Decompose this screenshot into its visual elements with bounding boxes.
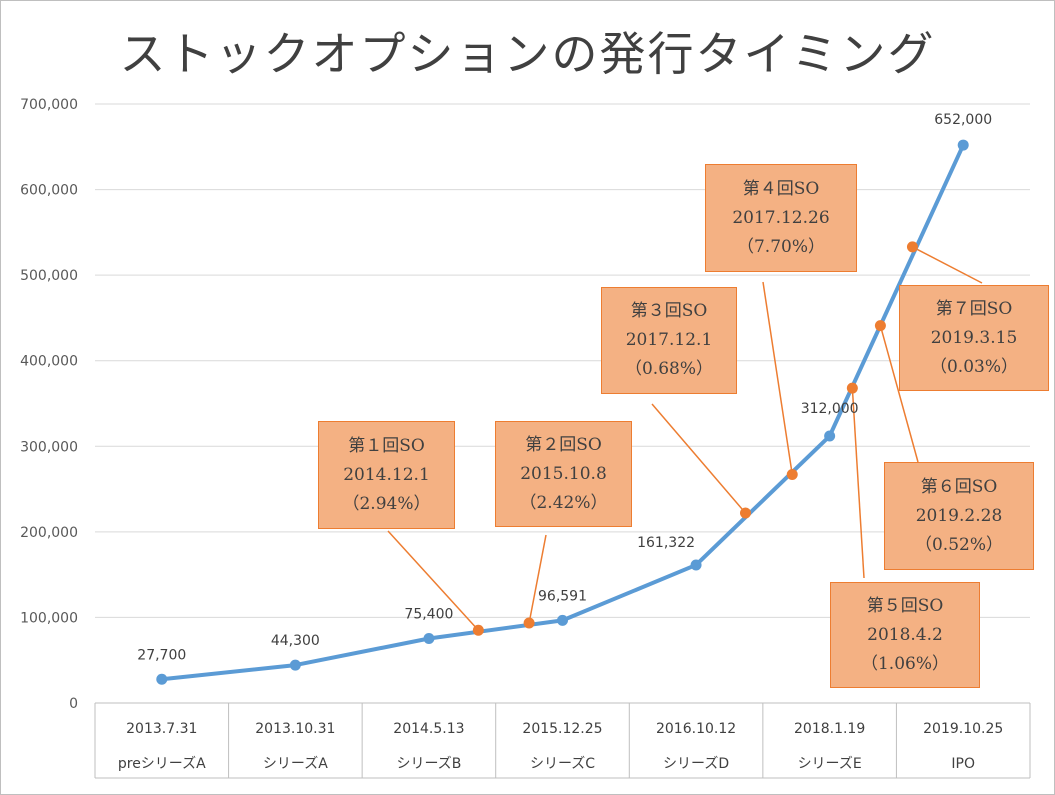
x-tick-round: シリーズB bbox=[396, 756, 461, 772]
callout-line: （2.42%） bbox=[519, 492, 608, 513]
callout-line: 第７回SO bbox=[935, 298, 1013, 319]
callout-line: 2019.2.28 bbox=[915, 505, 1003, 526]
x-tick-round: シリーズD bbox=[663, 756, 729, 772]
callout-line: （0.52%） bbox=[914, 534, 1003, 555]
stock-option-callout: 第５回SO 2018.4.2 （1.06%） bbox=[830, 582, 980, 688]
callout-leader-line bbox=[528, 534, 547, 624]
callout-line: （7.70%） bbox=[736, 236, 825, 257]
callout-line: 2017.12.26 bbox=[732, 207, 830, 228]
stock-option-callout: 第３回SO 2017.12.1 （0.68%） bbox=[601, 287, 737, 394]
callout-line: （2.94%） bbox=[342, 493, 431, 514]
stock-option-point bbox=[846, 382, 858, 394]
data-point bbox=[824, 430, 836, 442]
x-tick-date: 2015.12.25 bbox=[522, 721, 602, 737]
data-label: 96,591 bbox=[538, 588, 587, 604]
data-label: 27,700 bbox=[137, 647, 186, 663]
stock-option-point bbox=[523, 617, 535, 629]
data-point bbox=[557, 614, 568, 626]
x-tick-date: 2019.10.25 bbox=[923, 721, 1003, 737]
x-tick-round: シリーズA bbox=[263, 756, 328, 772]
x-tick-round: シリーズC bbox=[530, 756, 595, 772]
stock-option-callout: 第２回SO 2015.10.8 （2.42%） bbox=[495, 421, 632, 527]
stock-option-point bbox=[906, 241, 918, 253]
x-tick-date: 2013.7.31 bbox=[126, 721, 197, 737]
y-tick-label: 400,000 bbox=[20, 354, 78, 370]
data-label: 161,322 bbox=[637, 535, 695, 551]
callout-line: 2014.12.1 bbox=[343, 464, 430, 485]
stock-option-point bbox=[472, 624, 484, 636]
callout-line: 2019.3.15 bbox=[930, 327, 1018, 348]
data-point bbox=[289, 659, 301, 671]
callout-leader-line bbox=[879, 325, 919, 463]
callout-leader-line bbox=[851, 388, 865, 579]
callout-line: 2015.10.8 bbox=[520, 463, 607, 484]
y-tick-label: 600,000 bbox=[20, 183, 78, 199]
stock-option-callout: 第１回SO 2014.12.1 （2.94%） bbox=[318, 421, 455, 529]
x-tick-round: IPO bbox=[951, 756, 975, 772]
stock-option-point bbox=[874, 320, 886, 332]
stock-option-point bbox=[739, 507, 751, 519]
data-point bbox=[957, 139, 969, 151]
callout-leader-line bbox=[651, 403, 747, 514]
data-label: 312,000 bbox=[801, 401, 859, 417]
y-tick-label: 500,000 bbox=[20, 268, 78, 284]
data-label: 75,400 bbox=[404, 606, 453, 622]
y-tick-label: 0 bbox=[69, 696, 78, 712]
y-tick-label: 200,000 bbox=[20, 525, 78, 541]
callout-line: 第３回SO bbox=[630, 301, 708, 321]
y-tick-label: 300,000 bbox=[20, 439, 78, 455]
callout-line: （0.03%） bbox=[929, 356, 1018, 377]
x-tick-date: 2013.10.31 bbox=[255, 721, 335, 737]
x-tick-round: シリーズE bbox=[798, 756, 862, 772]
data-point bbox=[690, 559, 702, 571]
x-tick-date: 2014.5.13 bbox=[393, 721, 464, 737]
callout-leader-line bbox=[762, 281, 793, 475]
chart-title: ストックオプションの発行タイミング bbox=[119, 27, 936, 81]
callout-line: 第２回SO bbox=[525, 434, 602, 455]
callout-line: 2018.4.2 bbox=[867, 624, 943, 645]
callout-leader-line bbox=[912, 246, 983, 284]
callout-line: 2017.12.1 bbox=[625, 330, 713, 350]
callout-line: 第６回SO bbox=[920, 476, 998, 497]
x-tick-round: preシリーズA bbox=[118, 756, 206, 772]
x-tick-date: 2018.1.19 bbox=[794, 721, 865, 737]
x-tick-date: 2016.10.12 bbox=[656, 721, 736, 737]
stock-option-callout: 第４回SO 2017.12.26 （7.70%） bbox=[705, 164, 857, 272]
stock-option-callout: 第６回SO 2019.2.28 （0.52%） bbox=[884, 462, 1034, 570]
stock-option-callout: 第７回SO 2019.3.15 （0.03%） bbox=[899, 285, 1049, 391]
y-tick-label: 700,000 bbox=[20, 97, 78, 113]
callout-line: 第５回SO bbox=[866, 595, 944, 616]
data-point bbox=[423, 632, 435, 644]
callout-leader-line bbox=[387, 530, 479, 631]
data-point bbox=[156, 673, 168, 685]
callout-line: （0.68%） bbox=[624, 359, 713, 379]
data-label: 44,300 bbox=[271, 633, 320, 649]
callout-line: 第４回SO bbox=[742, 178, 820, 199]
stock-option-point bbox=[786, 469, 798, 481]
y-tick-label: 100,000 bbox=[20, 610, 78, 626]
callout-line: （1.06%） bbox=[860, 653, 949, 674]
data-label: 652,000 bbox=[934, 112, 992, 128]
callout-line: 第１回SO bbox=[348, 435, 425, 456]
